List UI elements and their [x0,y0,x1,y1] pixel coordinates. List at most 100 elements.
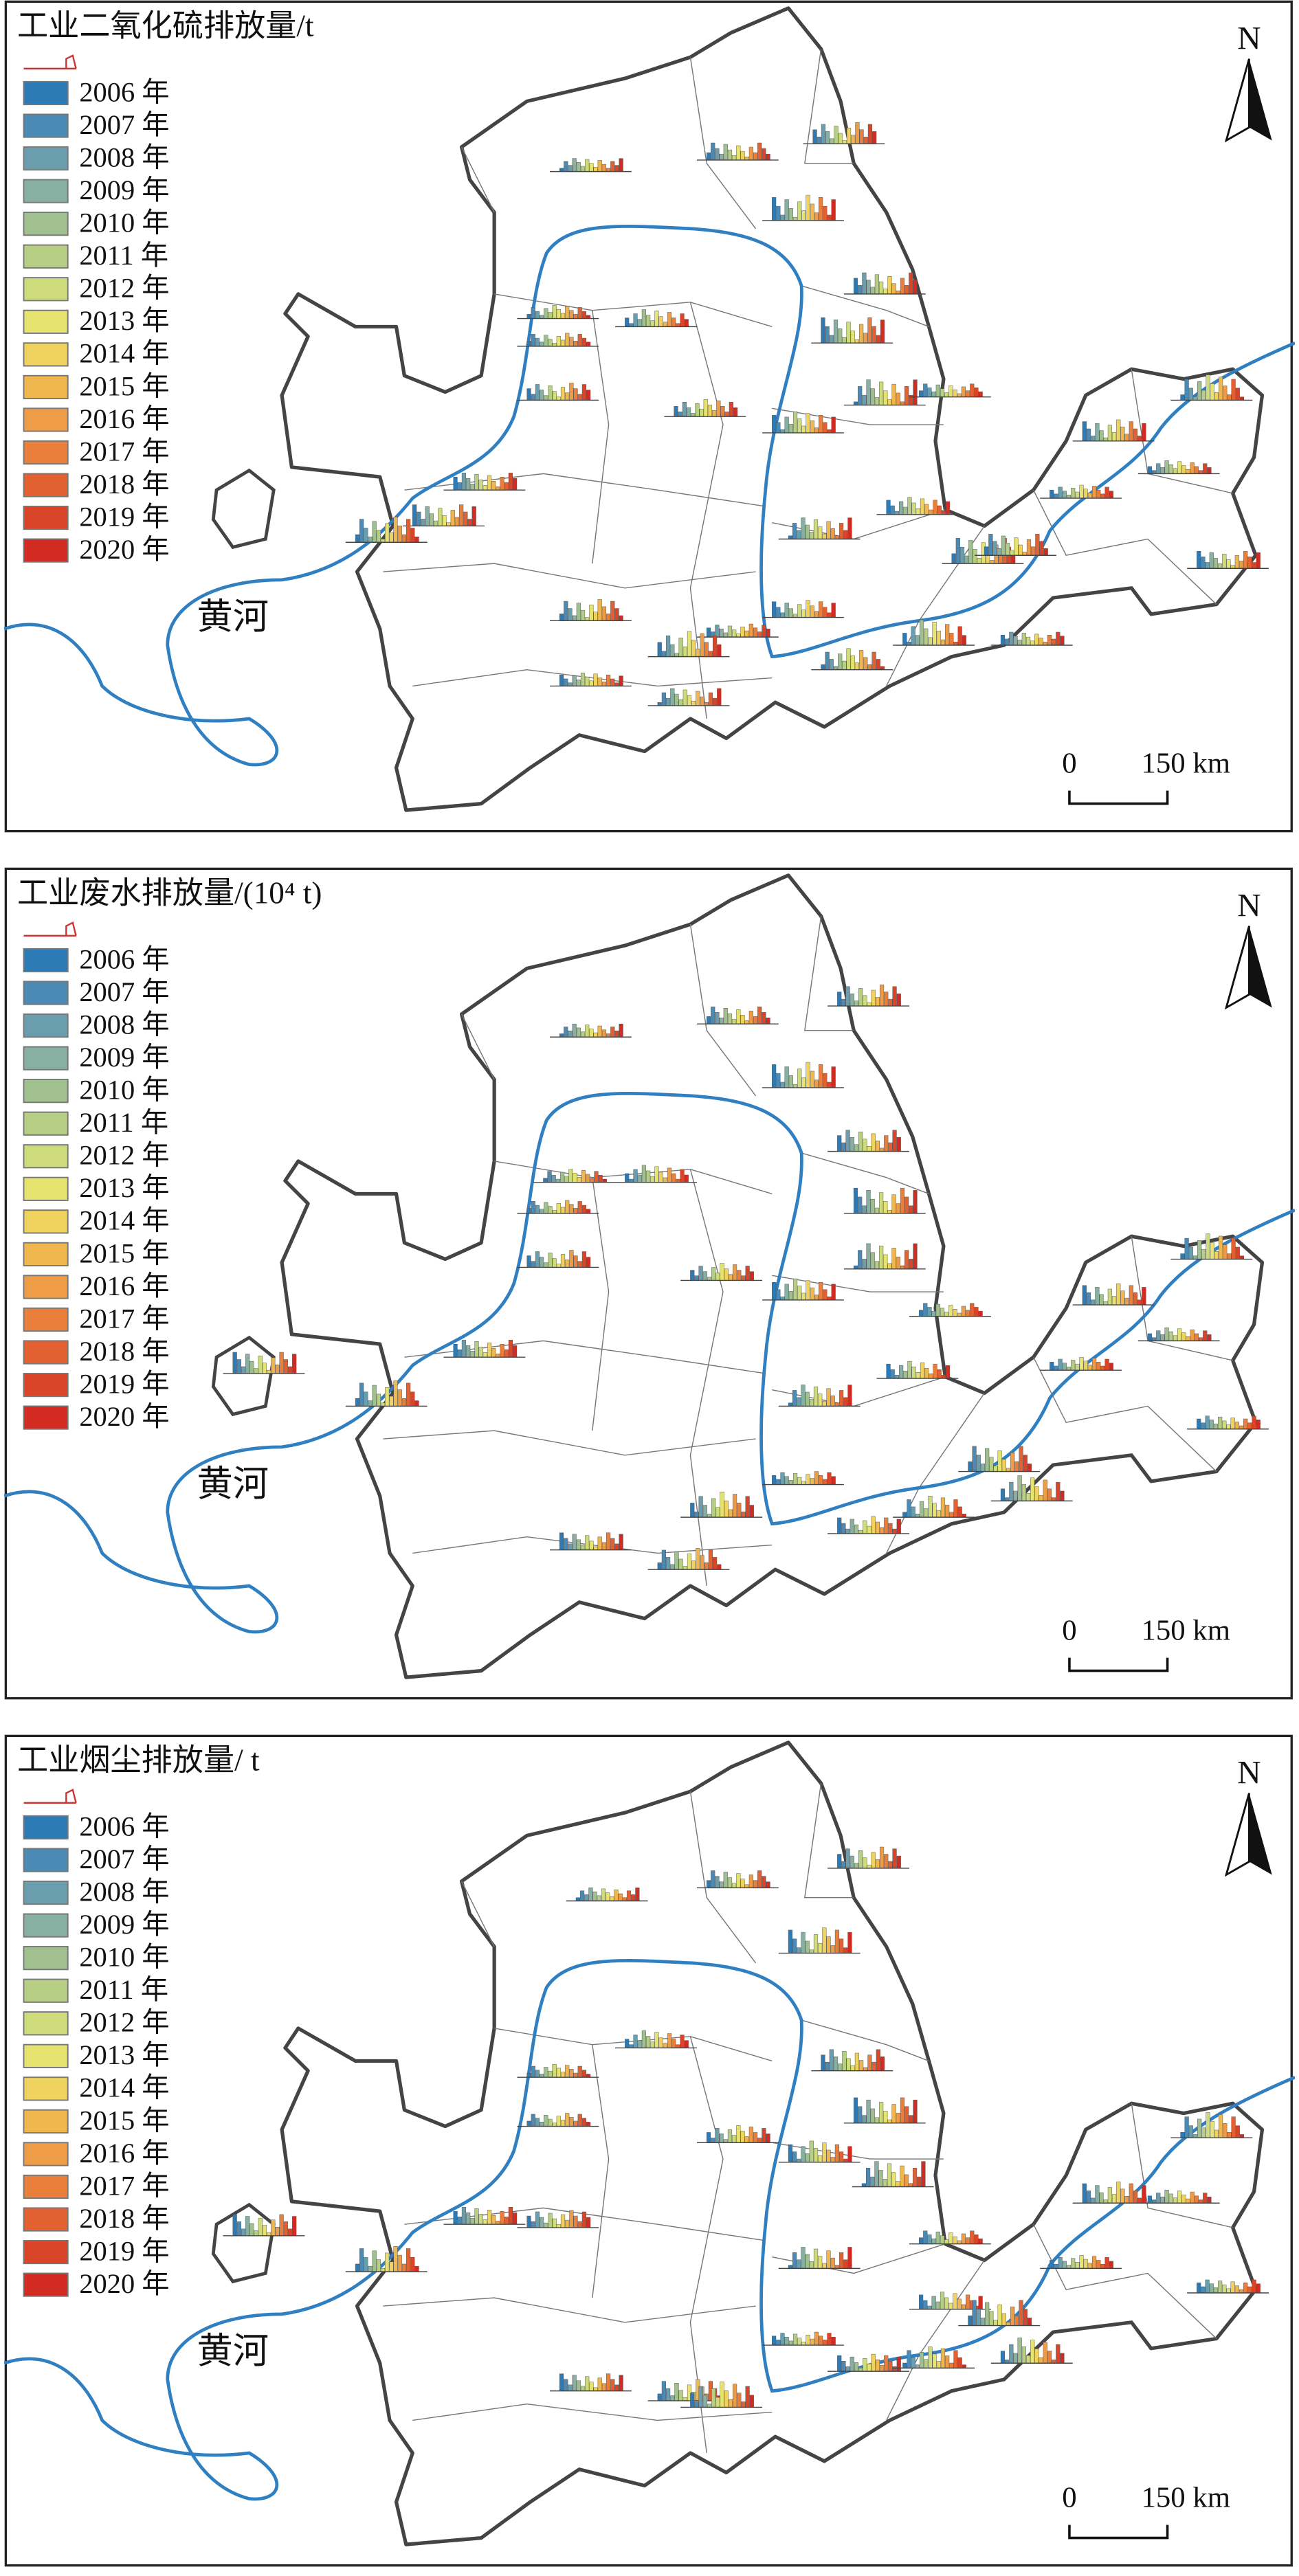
glyph-bar [559,1532,564,1550]
glyph-bar [871,2353,876,2372]
glyph-bar [526,2120,531,2127]
glyph-bar [707,1514,712,1518]
glyph-bar [896,2181,900,2187]
glyph-bar [740,1879,745,1888]
glyph-bar [670,1564,675,1570]
indicator-glyph [828,1846,909,1869]
glyph-bar [797,201,802,221]
glyph-bar [236,2221,241,2237]
indicator-glyph [778,1385,861,1407]
glyph-bar [1168,1331,1173,1341]
legend-swatch [23,342,69,367]
glyph-bar [438,508,443,526]
glyph-bar [577,2114,582,2127]
glyph-bar [711,2138,715,2143]
scale-bar [1068,1657,1169,1672]
glyph-bar [886,500,891,515]
glyph-bar [372,1385,377,1407]
county-boundary [772,407,944,425]
glyph-bar [985,2302,990,2326]
glyph-bar [1019,2300,1023,2326]
glyph-bar [921,2161,926,2187]
glyph-bar [650,2041,655,2048]
glyph-bar [945,2355,950,2368]
indicator-glyph [909,383,991,398]
glyph-bar [687,631,692,657]
panel-title: 工业废水排放量/(10⁴ t) [17,875,322,910]
glyph-bar [1256,552,1261,569]
glyph-bar [812,129,817,144]
glyph-bar [733,407,738,417]
glyph-bar [884,1135,889,1152]
legend-label: 2010 年 [79,1075,169,1106]
glyph-bar [911,1506,915,1518]
glyph-bar [904,386,909,405]
glyph-bar [1083,1360,1088,1371]
glyph-bar [806,2335,810,2346]
glyph-bar [548,385,553,401]
glyph-bar [1039,2357,1043,2364]
glyph-bar [866,280,871,295]
glyph-bar [896,993,901,1007]
legend-swatch [23,277,69,302]
glyph-bar [843,2259,848,2269]
glyph-bar [1218,1416,1223,1429]
glyph-bar [858,386,863,405]
glyph-bar [823,422,828,434]
county-boundary [592,2044,610,2298]
indicator-glyph [990,1475,1073,1502]
glyph-bar [878,2102,884,2124]
glyph-bar [728,2399,733,2408]
glyph-bar [858,1250,863,1270]
glyph-bar [597,2377,602,2391]
glyph-bar [686,407,691,417]
glyph-bar [1014,2315,1019,2326]
scale-label: 150 km [1142,2481,1231,2513]
county-boundary [689,1791,757,1964]
glyph-bar [1075,1363,1080,1371]
indicator-glyph [762,600,844,618]
glyph-bar [633,2035,638,2048]
glyph-bar [680,1169,685,1183]
glyph-bar [702,2395,707,2408]
glyph-bar [657,2393,662,2401]
glyph-bar [887,276,892,295]
glyph-bar [597,1025,602,1038]
glyph-bar [585,617,590,621]
county-boundary [804,49,854,164]
glyph-bar [980,1464,986,1472]
glyph-bar [949,1512,954,1518]
glyph-bar [1116,2182,1121,2204]
glyph-bar [797,1397,801,1407]
glyph-bar [780,1082,785,1088]
glyph-bar [544,395,548,401]
glyph-bar [962,1514,966,1518]
glyph-bar [720,406,725,417]
glyph-bar [569,1250,574,1268]
glyph-bar [406,2248,411,2272]
glyph-bar [723,1008,728,1024]
glyph-bar [706,2132,711,2143]
glyph-bar [823,1073,828,1088]
glyph-bar [531,2221,535,2228]
glyph-bar [694,1511,699,1518]
glyph-bar [1226,2288,1231,2294]
glyph-bar [674,1552,679,1570]
glyph-bar [1017,1475,1022,1501]
glyph-bar [1021,2346,1026,2364]
glyph-bar [888,2361,893,2372]
glyph-bar [973,549,977,564]
glyph-bar [741,1275,746,1281]
glyph-bar [904,1250,909,1270]
glyph-bar [450,510,455,526]
glyph-bar [953,389,957,397]
glyph-bar [491,481,496,491]
glyph-bar [837,1135,842,1152]
glyph-bar [878,1192,884,1214]
glyph-bar [678,412,682,417]
glyph-bar [1177,1328,1182,1341]
glyph-bar [834,1929,839,1953]
glyph-bar [585,1024,590,1038]
glyph-bar [830,1396,835,1407]
